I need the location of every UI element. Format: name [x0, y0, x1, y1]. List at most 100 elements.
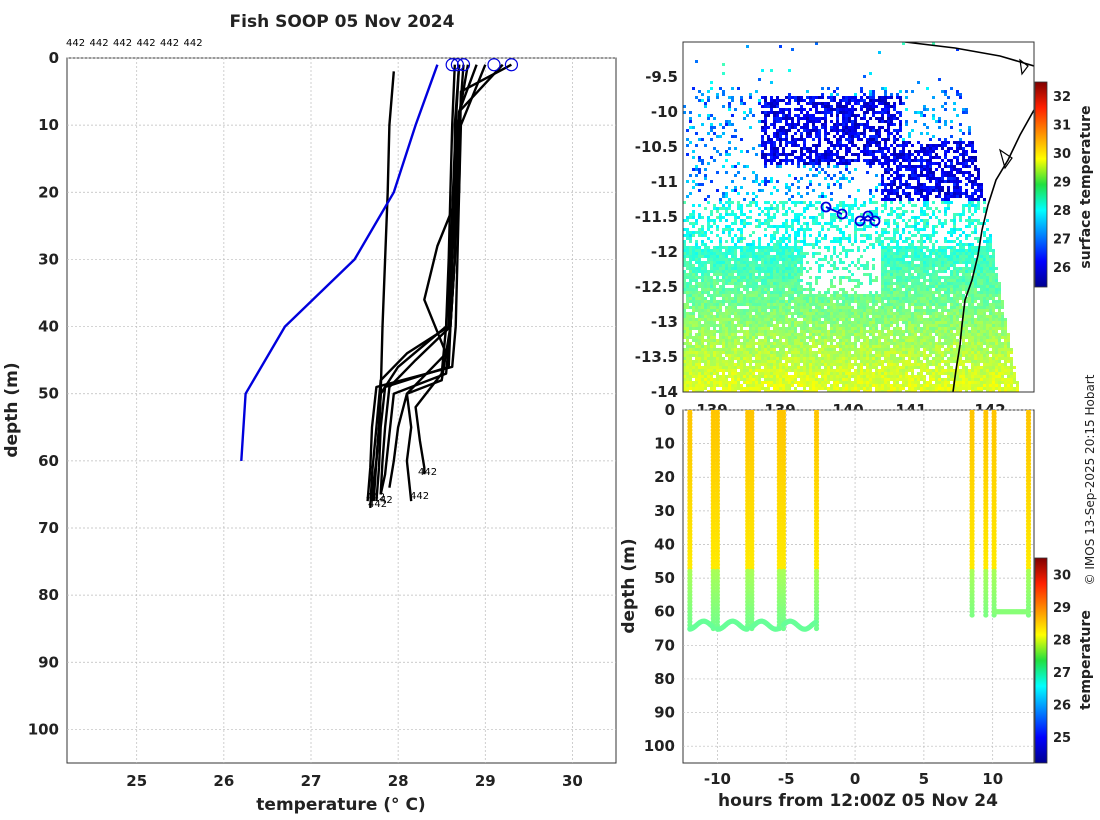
map-pixel: [890, 291, 893, 294]
map-pixel: [938, 303, 941, 306]
map-pixel: [803, 162, 806, 165]
map-pixel: [926, 270, 929, 273]
map-pixel: [887, 177, 890, 180]
map-pixel: [881, 285, 884, 288]
map-pixel: [728, 231, 731, 234]
map-pixel: [725, 153, 728, 156]
map-pixel: [893, 183, 896, 186]
map-pixel: [821, 297, 824, 300]
map-pixel: [974, 312, 977, 315]
map-pixel: [941, 144, 944, 147]
map-pixel: [968, 126, 971, 129]
map-pixel: [839, 105, 842, 108]
map-pixel: [797, 240, 800, 243]
sst-heatmap: [683, 42, 1019, 392]
map-pixel: [776, 282, 779, 285]
map-pixel: [950, 276, 953, 279]
map-pixel: [743, 303, 746, 306]
map-pixel: [788, 324, 791, 327]
map-pixel: [806, 225, 809, 228]
map-pixel: [815, 216, 818, 219]
map-pixel: [818, 270, 821, 273]
map-pixel: [779, 246, 782, 249]
map-pixel: [842, 330, 845, 333]
map-pixel: [986, 321, 989, 324]
map-pixel: [899, 96, 902, 99]
map-pixel: [851, 144, 854, 147]
map-pixel: [815, 243, 818, 246]
map-pixel: [788, 252, 791, 255]
map-pixel: [740, 138, 743, 141]
map-pixel: [767, 213, 770, 216]
map-pixel: [776, 135, 779, 138]
map-pixel: [926, 261, 929, 264]
map-pixel: [893, 162, 896, 165]
map-pixel: [830, 129, 833, 132]
map-pixel: [812, 126, 815, 129]
map-pixel: [779, 264, 782, 267]
map-pixel: [779, 120, 782, 123]
map-pixel: [833, 159, 836, 162]
map-pixel: [872, 114, 875, 117]
map-pixel: [935, 147, 938, 150]
map-pixel: [929, 168, 932, 171]
map-pixel: [716, 300, 719, 303]
map-pixel: [803, 228, 806, 231]
map-pixel: [845, 177, 848, 180]
map-pixel: [989, 261, 992, 264]
map-pixel: [932, 246, 935, 249]
map-pixel: [752, 294, 755, 297]
map-pixel: [845, 96, 848, 99]
map-pixel: [803, 267, 806, 270]
map-pixel: [737, 321, 740, 324]
map-pixel: [791, 291, 794, 294]
map-pixel: [956, 294, 959, 297]
map-pixel: [773, 297, 776, 300]
map-pixel: [752, 231, 755, 234]
map-pixel: [980, 315, 983, 318]
map-pixel: [719, 312, 722, 315]
map-pixel: [866, 162, 869, 165]
map-pixel: [767, 180, 770, 183]
map-pixel: [758, 333, 761, 336]
map-pixel: [938, 333, 941, 336]
map-pixel: [854, 315, 857, 318]
map-pixel: [737, 300, 740, 303]
map-pixel: [860, 132, 863, 135]
map-pixel: [800, 246, 803, 249]
map-pixel: [845, 132, 848, 135]
map-pixel: [830, 219, 833, 222]
map-pixel: [794, 333, 797, 336]
map-pixel: [980, 222, 983, 225]
map-pixel: [899, 153, 902, 156]
map-pixel: [839, 252, 842, 255]
map-pixel: [881, 177, 884, 180]
map-pixel: [764, 246, 767, 249]
map-pixel: [752, 198, 755, 201]
map-pixel: [995, 321, 998, 324]
map-pixel: [953, 318, 956, 321]
map-pixel: [983, 210, 986, 213]
map-pixel: [959, 213, 962, 216]
map-pixel: [992, 276, 995, 279]
map-pixel: [743, 309, 746, 312]
map-pixel: [824, 327, 827, 330]
map-pixel: [686, 261, 689, 264]
map-pixel: [989, 324, 992, 327]
map-pixel: [710, 81, 713, 84]
map-pixel: [830, 240, 833, 243]
map-pixel: [698, 204, 701, 207]
map-pixel: [743, 300, 746, 303]
map-pixel: [926, 153, 929, 156]
map-pixel: [746, 309, 749, 312]
map-pixel: [944, 330, 947, 333]
map-pixel: [923, 165, 926, 168]
map-pixel: [785, 243, 788, 246]
map-pixel: [809, 147, 812, 150]
map-pixel: [875, 213, 878, 216]
map-pixel: [683, 246, 686, 249]
map-pixel: [929, 180, 932, 183]
map-pixel: [776, 150, 779, 153]
map-pixel: [797, 273, 800, 276]
map-pixel: [935, 303, 938, 306]
